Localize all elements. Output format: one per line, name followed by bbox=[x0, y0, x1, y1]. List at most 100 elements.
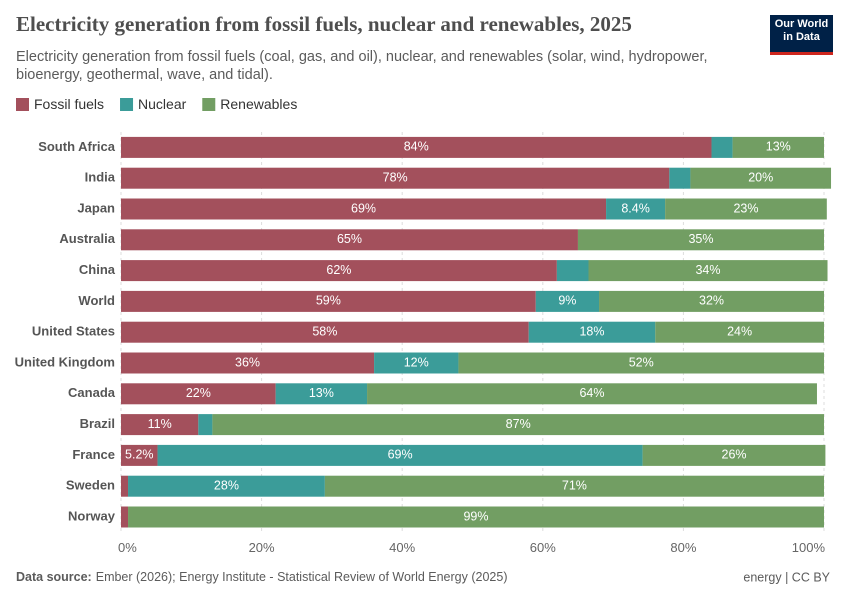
category-label: World bbox=[78, 293, 115, 308]
bar-segment bbox=[121, 506, 129, 528]
bar-segment bbox=[121, 229, 578, 251]
category-label: Australia bbox=[59, 231, 115, 246]
value-label: 71% bbox=[562, 478, 587, 492]
value-label: 12% bbox=[404, 355, 429, 369]
value-label: 28% bbox=[214, 478, 239, 492]
bar-segment bbox=[665, 198, 827, 220]
value-label: 5.2% bbox=[125, 448, 154, 462]
value-label: 8.4% bbox=[621, 201, 650, 215]
legend-label: Renewables bbox=[220, 96, 297, 112]
bar-segment bbox=[556, 260, 589, 282]
value-label: 9% bbox=[558, 294, 576, 308]
bar-segment bbox=[690, 167, 832, 189]
value-label: 36% bbox=[235, 355, 260, 369]
bar-segment bbox=[374, 352, 459, 374]
value-label: 69% bbox=[351, 201, 376, 215]
bar-segment bbox=[121, 352, 375, 374]
value-label: 24% bbox=[727, 324, 752, 338]
category-label: Norway bbox=[68, 508, 116, 523]
x-tick-label: 40% bbox=[389, 540, 415, 555]
bar-segment bbox=[121, 136, 712, 158]
legend-swatch bbox=[202, 98, 216, 111]
value-label: 84% bbox=[404, 140, 429, 154]
bar-segment bbox=[121, 321, 529, 343]
bar-segment bbox=[606, 198, 666, 220]
x-tick-label: 20% bbox=[249, 540, 275, 555]
bar-segment bbox=[121, 167, 670, 189]
legend-swatch bbox=[16, 98, 29, 111]
bar-segment bbox=[121, 383, 276, 405]
logo[interactable]: Our World in Data bbox=[770, 15, 833, 55]
bar-segment bbox=[121, 290, 536, 312]
bar-segment bbox=[324, 475, 824, 497]
legend-label: Nuclear bbox=[138, 96, 187, 112]
bar-segment bbox=[588, 260, 828, 282]
bar-segment bbox=[642, 444, 826, 466]
value-label: 13% bbox=[766, 140, 791, 154]
value-label: 26% bbox=[722, 448, 747, 462]
value-label: 34% bbox=[695, 263, 720, 277]
value-label: 52% bbox=[629, 355, 654, 369]
x-tick-label: 0% bbox=[118, 540, 137, 555]
x-tick-label: 60% bbox=[530, 540, 556, 555]
bar-segment bbox=[599, 290, 824, 312]
value-label: 13% bbox=[309, 386, 334, 400]
category-label: Brazil bbox=[80, 416, 115, 431]
category-label: Japan bbox=[77, 200, 115, 215]
value-label: 58% bbox=[312, 324, 337, 338]
category-label: India bbox=[85, 170, 116, 185]
value-label: 59% bbox=[316, 294, 341, 308]
bar-segment bbox=[121, 475, 129, 497]
value-label: 11% bbox=[148, 417, 172, 431]
value-label: 20% bbox=[748, 170, 773, 184]
license: energy | CC BY bbox=[743, 570, 830, 584]
value-label: 18% bbox=[579, 324, 604, 338]
category-label: United States bbox=[32, 324, 115, 339]
category-label: South Africa bbox=[38, 139, 116, 154]
category-label: Canada bbox=[68, 385, 116, 400]
source: Data source: Ember (2026); Energy Institu… bbox=[16, 570, 507, 584]
bar-segment bbox=[121, 260, 557, 282]
legend-swatch bbox=[120, 98, 134, 111]
chart-title: Electricity generation from fossil fuels… bbox=[16, 12, 632, 36]
value-label: 22% bbox=[186, 386, 211, 400]
legend-label: Fossil fuels bbox=[34, 96, 104, 112]
category-label: United Kingdom bbox=[15, 354, 115, 369]
value-label: 64% bbox=[579, 386, 604, 400]
x-tick-label: 100% bbox=[792, 540, 826, 555]
value-label: 62% bbox=[326, 263, 351, 277]
bar-segment bbox=[367, 383, 817, 405]
bar-segment bbox=[128, 475, 325, 497]
value-label: 35% bbox=[688, 232, 713, 246]
bar-segment bbox=[275, 383, 368, 405]
bar-segment bbox=[121, 414, 199, 436]
bar-segment bbox=[535, 290, 600, 312]
chart-subtitle: Electricity generation from fossil fuels… bbox=[16, 49, 708, 83]
bar-segment bbox=[732, 136, 824, 158]
value-label: 23% bbox=[733, 201, 758, 215]
bar-segment bbox=[577, 229, 824, 251]
bar-segment bbox=[669, 167, 691, 189]
bar-segment bbox=[458, 352, 824, 374]
source-label: Data source: bbox=[16, 570, 92, 584]
bar-segment bbox=[121, 198, 607, 220]
bar-segment bbox=[198, 414, 213, 436]
category-label: Sweden bbox=[66, 478, 115, 493]
bar-segment bbox=[655, 321, 824, 343]
x-tick-label: 80% bbox=[670, 540, 696, 555]
bar-segment bbox=[212, 414, 824, 436]
value-label: 32% bbox=[699, 294, 724, 308]
value-label: 99% bbox=[463, 509, 488, 523]
category-label: China bbox=[79, 262, 116, 277]
value-label: 87% bbox=[506, 417, 531, 431]
bar-segment bbox=[128, 506, 824, 528]
bar-segment bbox=[157, 444, 643, 466]
value-label: 65% bbox=[337, 232, 362, 246]
source-text: Ember (2026); Energy Institute - Statist… bbox=[96, 570, 508, 584]
category-label: France bbox=[72, 447, 115, 462]
value-label: 69% bbox=[388, 448, 413, 462]
bar-segment bbox=[528, 321, 656, 343]
value-label: 78% bbox=[383, 170, 408, 184]
